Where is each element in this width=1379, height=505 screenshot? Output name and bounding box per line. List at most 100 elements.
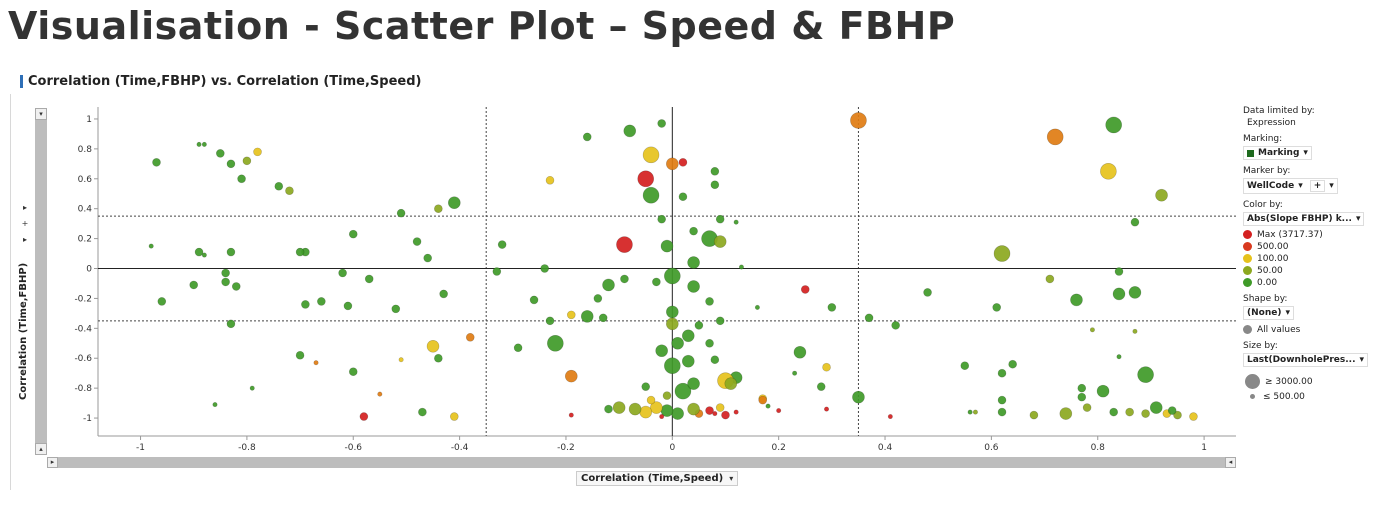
data-point[interactable] xyxy=(616,236,633,253)
data-point[interactable] xyxy=(564,369,578,383)
data-point[interactable] xyxy=(642,186,660,204)
data-point[interactable] xyxy=(201,252,207,258)
data-point[interactable] xyxy=(196,141,202,147)
data-point[interactable] xyxy=(348,229,358,239)
data-point[interactable] xyxy=(434,204,443,213)
data-point[interactable] xyxy=(1100,163,1117,180)
data-point[interactable] xyxy=(705,338,714,348)
data-point[interactable] xyxy=(650,401,663,414)
chevron-down-icon[interactable]: ▾ xyxy=(1303,148,1308,158)
chevron-down-icon[interactable]: ▾ xyxy=(1355,214,1361,224)
data-point[interactable] xyxy=(800,285,810,294)
data-point[interactable] xyxy=(1105,116,1122,134)
data-point[interactable] xyxy=(1128,286,1142,299)
data-point[interactable] xyxy=(513,343,523,353)
data-point[interactable] xyxy=(237,174,246,184)
data-point[interactable] xyxy=(1045,274,1055,284)
data-point[interactable] xyxy=(529,295,539,305)
data-point[interactable] xyxy=(295,350,305,360)
data-point[interactable] xyxy=(547,334,564,352)
data-point[interactable] xyxy=(655,344,668,358)
data-point[interactable] xyxy=(765,403,771,409)
data-point[interactable] xyxy=(972,409,978,415)
data-point[interactable] xyxy=(715,316,725,326)
data-point[interactable] xyxy=(598,313,608,323)
data-point[interactable] xyxy=(338,268,347,278)
data-point[interactable] xyxy=(850,112,867,129)
data-point[interactable] xyxy=(713,235,727,248)
data-point[interactable] xyxy=(689,226,698,236)
data-point[interactable] xyxy=(664,357,681,375)
data-point[interactable] xyxy=(678,158,688,167)
data-point[interactable] xyxy=(793,345,807,359)
data-point[interactable] xyxy=(652,277,661,287)
data-point[interactable] xyxy=(359,412,369,421)
data-point[interactable] xyxy=(1059,407,1073,420)
chevron-down-icon[interactable]: ▾ xyxy=(1285,308,1290,318)
data-point[interactable] xyxy=(231,282,241,291)
size-by-selector[interactable]: Last(DownholePres... ▾ xyxy=(1243,353,1369,367)
data-point[interactable] xyxy=(545,316,555,326)
data-point[interactable] xyxy=(642,146,660,164)
data-point[interactable] xyxy=(641,382,651,391)
data-point[interactable] xyxy=(285,186,294,196)
data-point[interactable] xyxy=(249,385,255,391)
data-point[interactable] xyxy=(923,288,932,297)
add-marker-button[interactable]: + xyxy=(1309,180,1326,192)
data-point[interactable] xyxy=(887,414,893,420)
data-point[interactable] xyxy=(639,405,653,419)
data-point[interactable] xyxy=(671,407,684,420)
data-point[interactable] xyxy=(628,402,642,416)
horizontal-scrollbar[interactable]: ▸ ◂ xyxy=(47,457,1236,468)
data-point[interactable] xyxy=(194,247,204,257)
data-point[interactable] xyxy=(1137,366,1154,383)
data-point[interactable] xyxy=(1008,359,1017,369)
data-point[interactable] xyxy=(189,280,199,290)
data-point[interactable] xyxy=(681,354,695,368)
data-point[interactable] xyxy=(992,303,1002,312)
data-point[interactable] xyxy=(1112,287,1126,301)
data-point[interactable] xyxy=(1029,410,1039,420)
data-point[interactable] xyxy=(242,156,252,166)
data-point[interactable] xyxy=(226,319,236,329)
color-legend-item[interactable]: 500.00 xyxy=(1243,242,1373,252)
data-point[interactable] xyxy=(712,411,718,417)
data-point[interactable] xyxy=(226,159,236,169)
data-point[interactable] xyxy=(301,300,310,309)
data-point[interactable] xyxy=(612,401,626,414)
data-point[interactable] xyxy=(666,157,679,171)
data-point[interactable] xyxy=(152,158,161,167)
data-point[interactable] xyxy=(1141,409,1150,418)
data-point[interactable] xyxy=(659,414,665,420)
data-point[interactable] xyxy=(666,305,679,319)
data-point[interactable] xyxy=(993,245,1011,262)
data-point[interactable] xyxy=(1167,406,1177,415)
data-point[interactable] xyxy=(715,214,725,224)
data-point[interactable] xyxy=(960,361,970,371)
data-point[interactable] xyxy=(674,382,692,400)
marker-by-selector[interactable]: WellCode ▾ + ▾ xyxy=(1243,178,1338,194)
data-point[interactable] xyxy=(864,313,874,323)
data-point[interactable] xyxy=(497,240,507,249)
data-point[interactable] xyxy=(148,243,154,249)
scroll-right-icon[interactable]: ▸ xyxy=(47,457,58,468)
marking-selector[interactable]: Marking ▾ xyxy=(1243,146,1312,160)
chevron-down-icon[interactable]: ▾ xyxy=(1329,181,1334,191)
data-point[interactable] xyxy=(681,329,695,343)
data-point[interactable] xyxy=(1070,293,1083,307)
data-point[interactable] xyxy=(997,407,1007,417)
data-point[interactable] xyxy=(201,141,207,147)
data-point[interactable] xyxy=(687,402,700,416)
data-point[interactable] xyxy=(317,297,326,306)
scroll-left-icon[interactable]: ◂ xyxy=(1225,457,1236,468)
data-point[interactable] xyxy=(1114,267,1124,276)
data-point[interactable] xyxy=(434,353,443,363)
data-point[interactable] xyxy=(418,407,427,417)
data-point[interactable] xyxy=(398,357,404,363)
data-point[interactable] xyxy=(776,408,782,414)
data-point[interactable] xyxy=(687,377,700,390)
data-point[interactable] xyxy=(465,332,475,342)
data-point[interactable] xyxy=(664,267,681,285)
data-point[interactable] xyxy=(348,367,358,376)
